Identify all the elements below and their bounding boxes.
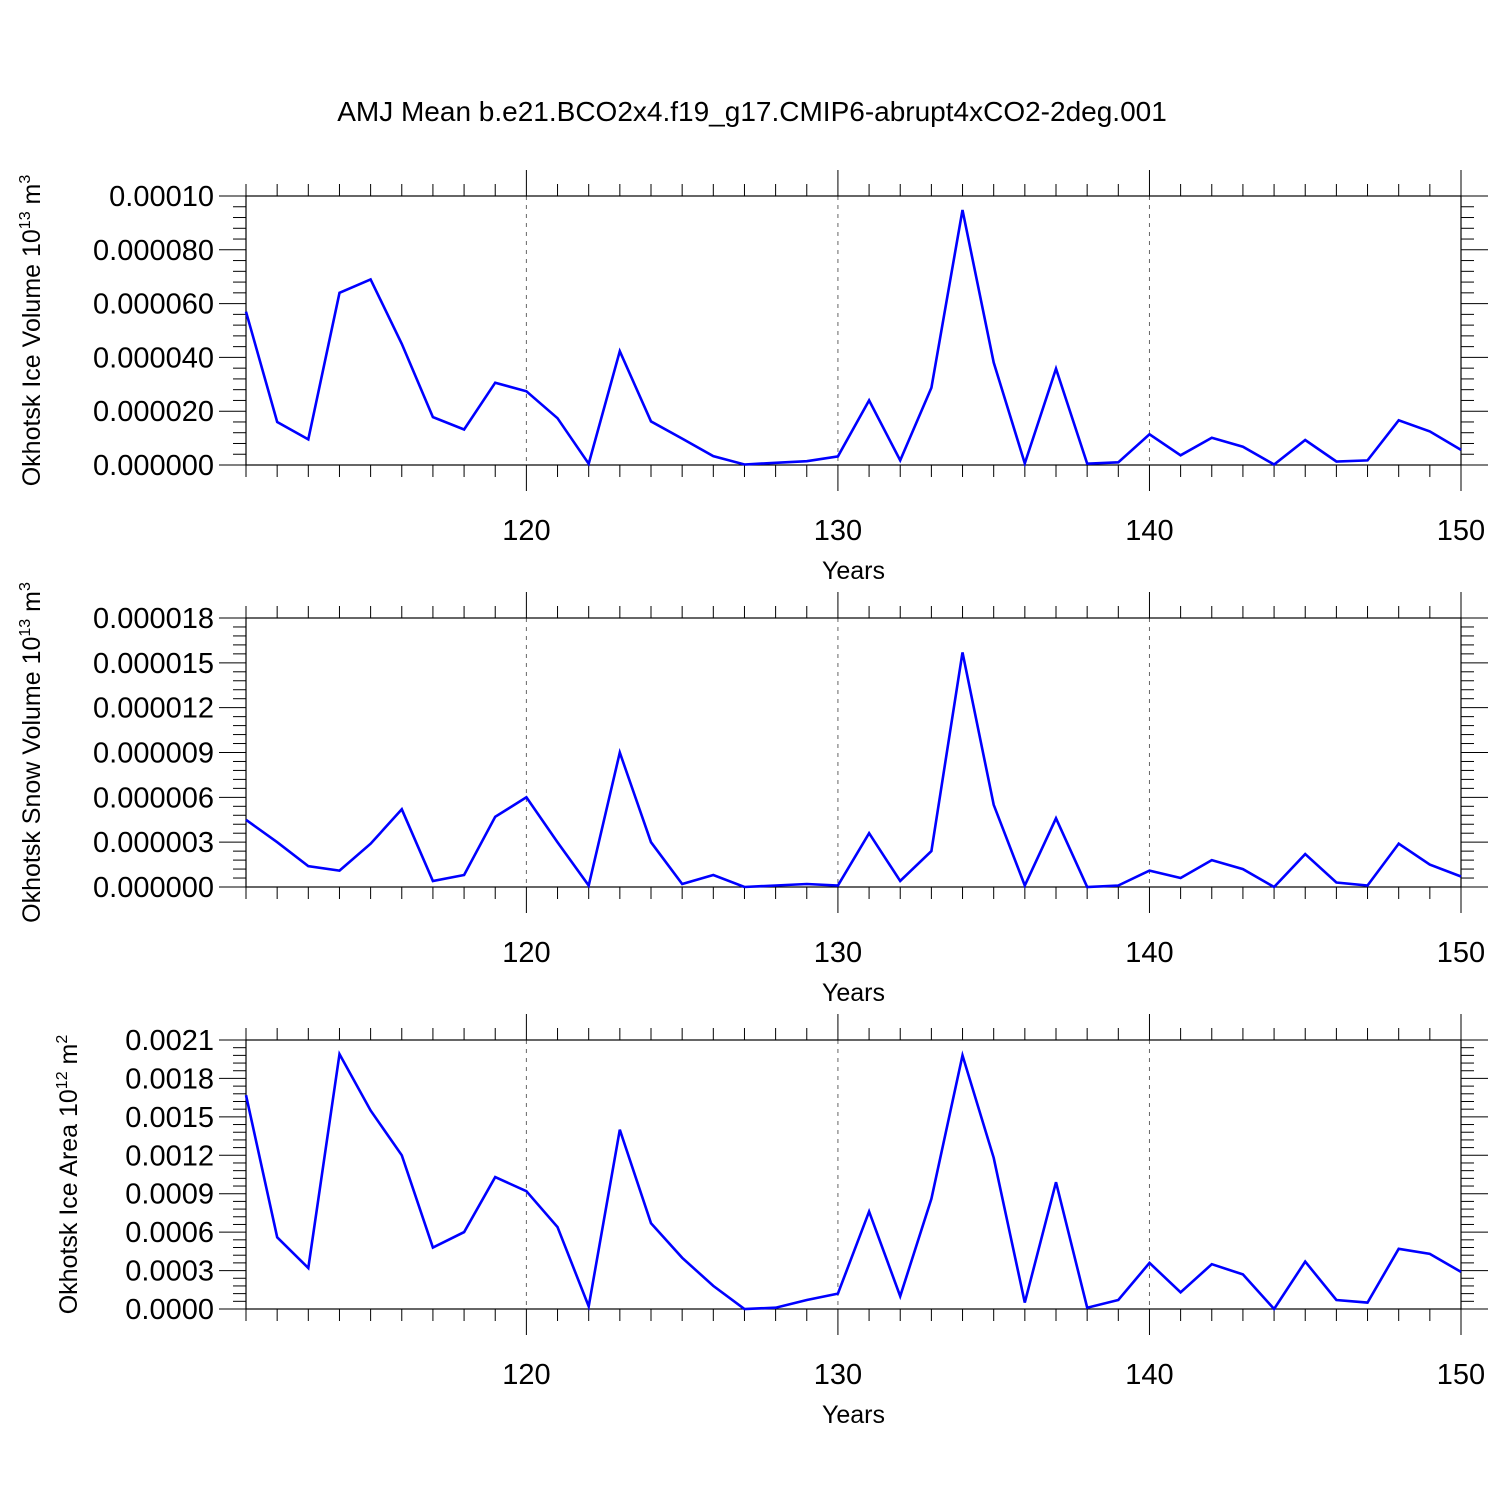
y-tick-label: 0.000040 xyxy=(93,342,214,374)
y-tick-label: 0.000060 xyxy=(93,289,214,321)
chart-panel-1: 0.000000 0.000020 0.000040 0.000060 0.000080… xyxy=(17,170,1488,585)
x-tick-label: 140 xyxy=(1125,1359,1173,1391)
y-tick-label: 0.0018 xyxy=(125,1063,214,1095)
y-tick-label: 0.000006 xyxy=(93,782,214,814)
panels: 0.000000 0.000020 0.000040 0.000060 0.000080… xyxy=(17,170,1488,1429)
x-tick-label: 140 xyxy=(1125,515,1173,547)
x-tick-label: 150 xyxy=(1437,515,1485,547)
y-tick-label: 0.0015 xyxy=(125,1102,214,1134)
x-axis-title: Years xyxy=(822,557,885,585)
x-tick-label: 150 xyxy=(1437,937,1485,969)
y-tick-label: 0.0021 xyxy=(125,1025,214,1057)
y-tick-label: 0.000003 xyxy=(93,827,214,859)
y-tick-label: 0.000020 xyxy=(93,396,214,428)
x-tick-label: 130 xyxy=(814,1359,862,1391)
y-tick-label: 0.000015 xyxy=(93,648,214,680)
y-tick-label: 0.0000 xyxy=(125,1294,214,1326)
series-line xyxy=(245,652,1462,889)
x-tick-label: 120 xyxy=(502,1359,550,1391)
x-tick-label: 130 xyxy=(814,937,862,969)
plot-frame xyxy=(245,1039,1462,1310)
figure-title: AMJ Mean b.e21.BCO2x4.f19_g17.CMIP6-abru… xyxy=(337,96,1167,127)
y-tick-label: 0.000000 xyxy=(93,872,214,904)
x-tick-label: 130 xyxy=(814,515,862,547)
y-tick-label: 0.000018 xyxy=(93,603,214,635)
y-tick-label: 0.0003 xyxy=(125,1256,214,1288)
x-axis-title: Years xyxy=(822,1401,885,1429)
y-tick-label: 0.000000 xyxy=(93,450,214,482)
x-tick-label: 120 xyxy=(502,937,550,969)
y-axis-title: Okhotsk Snow Volume 1013 m3 xyxy=(17,582,46,923)
y-tick-label: 0.000009 xyxy=(93,738,214,770)
y-tick-label: 0.00010 xyxy=(109,181,214,213)
plot-frame xyxy=(245,195,1462,466)
series-line xyxy=(244,1050,1462,1312)
x-tick-label: 150 xyxy=(1437,1359,1485,1391)
y-tick-label: 0.0006 xyxy=(125,1217,214,1249)
y-axis-title: Okhotsk Ice Volume 1013 m3 xyxy=(17,175,46,487)
y-axis-title: Okhotsk Ice Area 1012 m2 xyxy=(54,1035,83,1315)
plot-frame xyxy=(245,617,1462,888)
chart-panel-3: 0.0000 0.0003 0.0006 0.0009 0.0012 0.0015 0.00… xyxy=(54,1014,1488,1429)
y-tick-label: 0.0012 xyxy=(125,1140,214,1172)
x-tick-label: 140 xyxy=(1125,937,1173,969)
x-axis-title: Years xyxy=(822,979,885,1007)
x-tick-label: 120 xyxy=(502,515,550,547)
y-tick-label: 0.000080 xyxy=(93,235,214,267)
y-tick-label: 0.000012 xyxy=(93,693,214,725)
series-line xyxy=(244,209,1462,468)
chart-panel-2: 0.000000 0.000003 0.000006 0.000009 0.000012… xyxy=(17,582,1488,1007)
y-tick-label: 0.0009 xyxy=(125,1179,214,1211)
